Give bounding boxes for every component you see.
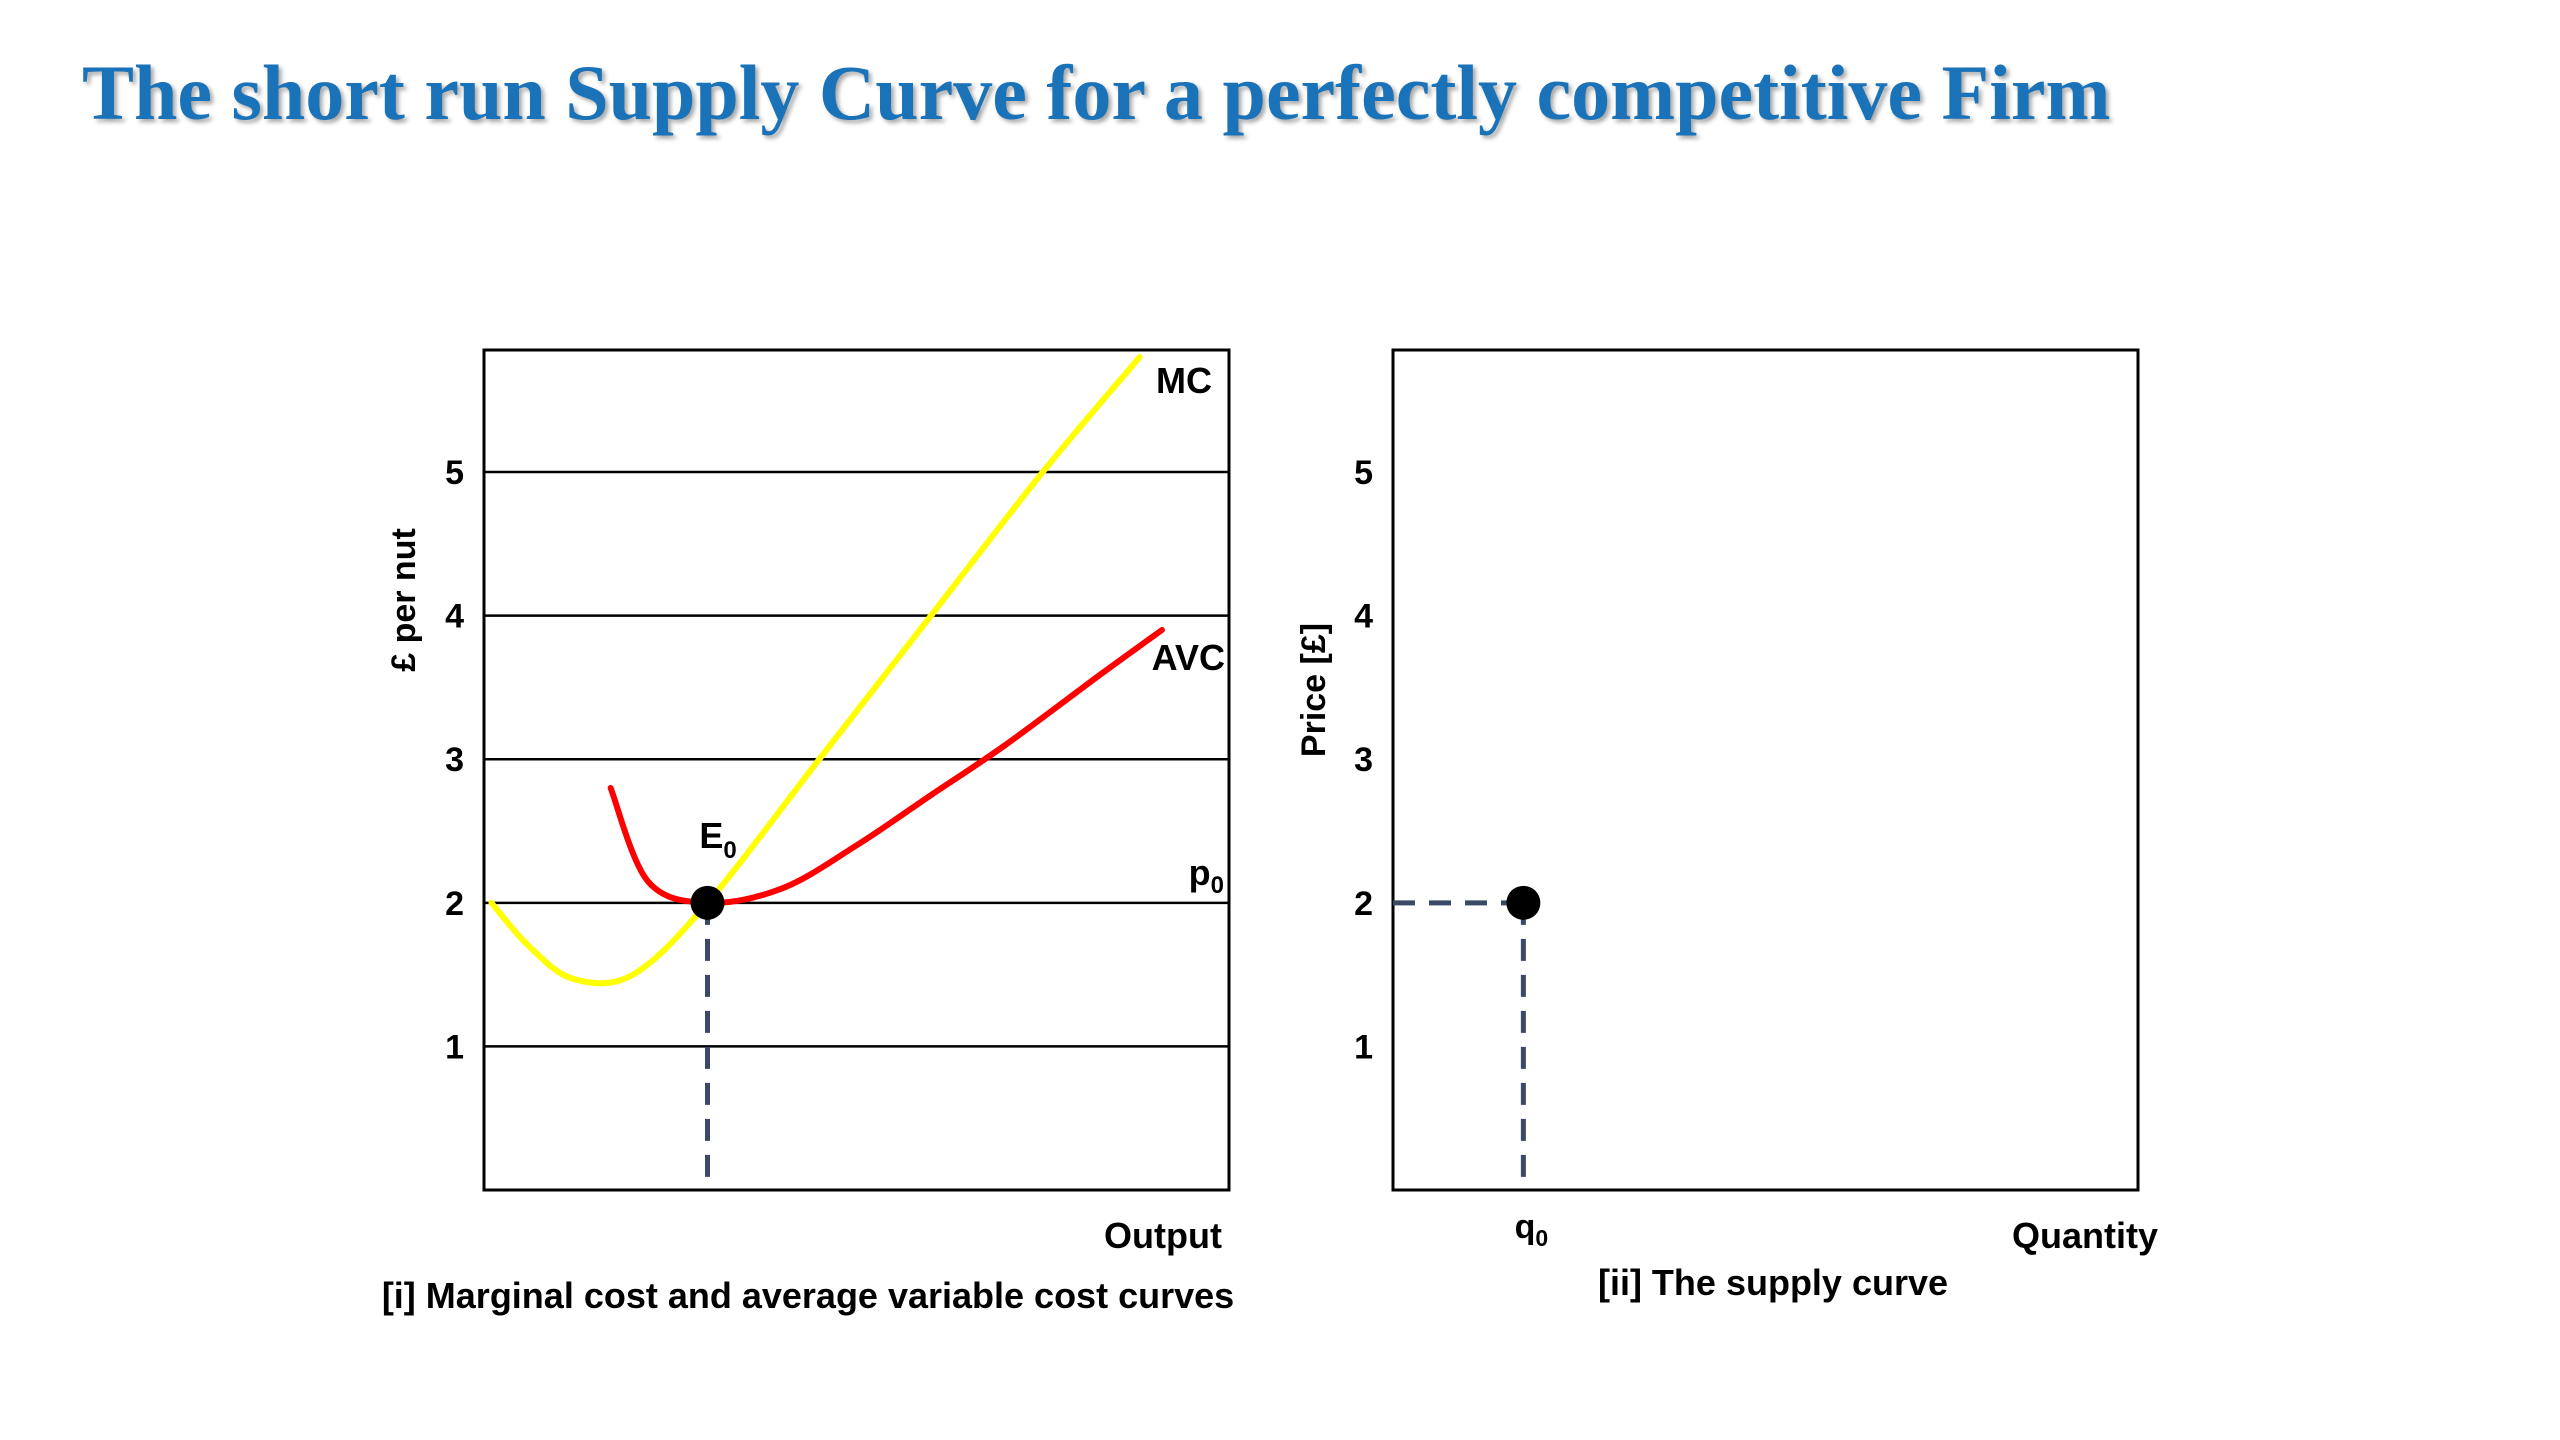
left-plot-frame xyxy=(482,348,1231,1192)
q0-label: q0 xyxy=(1515,1208,1549,1251)
mc-curve-line xyxy=(488,354,1143,987)
left-x-axis-label: Output xyxy=(1104,1215,1222,1256)
left-y-axis-label: £ per nut xyxy=(385,528,423,672)
right-y-tick-label: 2 xyxy=(1354,885,1373,923)
left-y-tick-label: 3 xyxy=(445,741,464,779)
right-y-tick-label: 5 xyxy=(1354,454,1373,492)
chart-right: 1 2 3 4 5 Price [£] Quantity [ii] The supply… xyxy=(1295,348,2158,1303)
slide-title: The short run Supply Curve for a perfect… xyxy=(82,49,2111,136)
chart-left: 1 2 3 4 5 £ per nut Output [i] Marginal cost… xyxy=(382,348,1234,1316)
equilibrium-point-e0 xyxy=(690,885,725,920)
right-y-tick-label: 1 xyxy=(1354,1028,1373,1066)
left-y-tick-label: 4 xyxy=(445,598,464,636)
e0-label-main: E xyxy=(699,815,723,856)
avc-series-label: AVC xyxy=(1152,637,1225,678)
supply-point xyxy=(1506,885,1541,920)
right-y-axis-label: Price [£] xyxy=(1295,623,1333,757)
q0-label-main: q xyxy=(1515,1208,1536,1246)
left-y-tick-label: 5 xyxy=(445,454,464,492)
left-chart-caption: [i] Marginal cost and average variable c… xyxy=(382,1275,1234,1316)
right-plot-frame xyxy=(1391,348,2140,1192)
mc-series-label: MC xyxy=(1156,360,1212,401)
right-chart-caption: [ii] The supply curve xyxy=(1598,1262,1948,1303)
q0-label-sub: 0 xyxy=(1535,1225,1548,1251)
e0-label-sub: 0 xyxy=(723,837,736,864)
left-y-tick-label: 2 xyxy=(445,885,464,923)
left-gridlines xyxy=(484,470,1229,1048)
p0-label-main: p xyxy=(1189,852,1211,893)
right-y-tick-label: 4 xyxy=(1354,598,1373,636)
p0-label-sub: 0 xyxy=(1211,872,1224,899)
avc-curve-line xyxy=(607,627,1165,906)
right-x-axis-label: Quantity xyxy=(2012,1215,2158,1256)
left-y-tick-label: 1 xyxy=(445,1028,464,1066)
p0-label: p0 xyxy=(1189,852,1224,899)
right-y-tick-labels: 1 2 3 4 5 xyxy=(1354,454,1373,1066)
e0-label: E0 xyxy=(699,815,736,864)
left-y-tick-labels: 1 2 3 4 5 xyxy=(445,454,464,1066)
right-y-tick-label: 3 xyxy=(1354,741,1373,779)
